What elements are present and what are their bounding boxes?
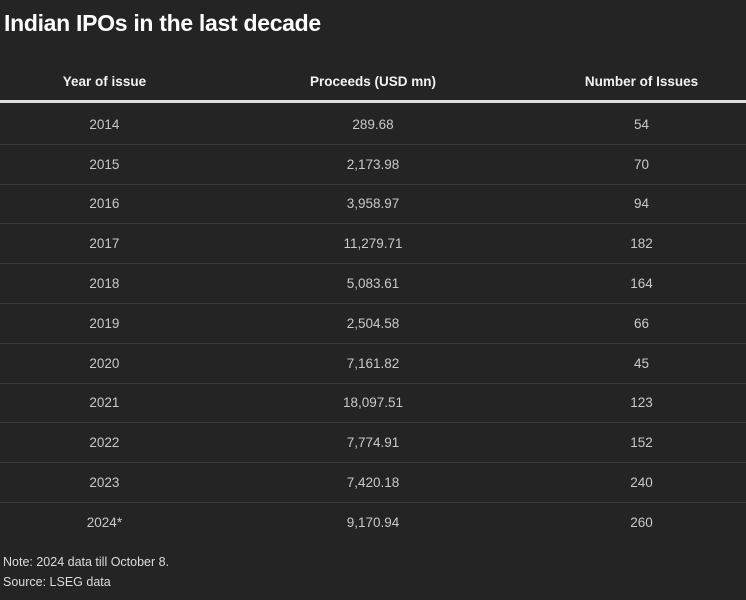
table-row: 2018 5,083.61 164 [0,264,746,304]
table-header-row: Year of issue Proceeds (USD mn) Number o… [0,74,746,89]
table-row: 2022 7,774.91 152 [0,423,746,464]
table-cell: 2018 [89,276,120,292]
header-divider [0,100,746,103]
table-cell: 2023 [89,475,120,491]
table-row: 2015 2,173.98 70 [0,145,746,185]
table-cell: 94 [634,196,650,212]
table-cell: 3,958.97 [346,196,400,212]
table-cell: 2,173.98 [346,156,400,172]
table-cell: 2017 [89,236,120,252]
table-row: 2017 11,279.71 182 [0,224,746,265]
table-cell: 9,170.94 [346,515,400,531]
column-header-issues: Number of Issues [584,74,699,89]
table-cell: 152 [630,435,653,451]
table-cell: 2015 [89,156,120,172]
table-cell: 7,420.18 [346,475,400,491]
note-text: Note: 2024 data till October 8. [3,555,170,569]
table-cell: 2019 [89,315,120,331]
table-cell: 2,504.58 [346,315,400,331]
source-text: Source: LSEG data [3,574,111,589]
table-body: 2014 289.68 54 2015 2,173.98 70 2016 3,958.97 94… [0,105,746,543]
table-cell: 2014 [89,116,120,132]
table-row: 2021 18,097.51 123 [0,384,746,424]
table-cell: 2022 [89,435,120,451]
table-cell: 45 [634,355,650,371]
table-cell: 66 [634,315,650,331]
table-row: 2016 3,958.97 94 [0,185,746,225]
table-cell: 70 [634,156,650,172]
table-row: 2019 2,504.58 66 [0,304,746,344]
table-cell: 7,774.91 [346,435,400,451]
table-row: 2023 7,420.18 240 [0,463,746,503]
table-cell: 54 [634,116,650,132]
table-cell: 2024* [86,515,123,531]
table-cell: 11,279.71 [343,236,403,252]
footnotes: Note: 2024 data till October 8. Source: … [3,553,169,592]
column-header-proceeds: Proceeds (USD mn) [309,74,436,89]
column-header-year: Year of issue [62,74,147,89]
table-cell: 2020 [89,355,120,371]
table-cell: 240 [630,475,653,491]
table-cell: 123 [630,395,653,411]
table-row: 2024* 9,170.94 260 [0,503,746,543]
table-cell: 260 [630,515,653,531]
table-cell: 164 [630,276,653,292]
table-cell: 18,097.51 [342,395,404,411]
table-cell: 7,161.82 [346,355,400,371]
table-row: 2020 7,161.82 45 [0,344,746,384]
table-cell: 2021 [89,395,120,411]
table-cell: 289.68 [352,116,394,132]
table-cell: 5,083.61 [346,276,400,292]
table-cell: 2016 [89,196,120,212]
chart-title: Indian IPOs in the last decade [4,10,321,36]
table-row: 2014 289.68 54 [0,105,746,145]
table-cell: 182 [630,236,653,252]
